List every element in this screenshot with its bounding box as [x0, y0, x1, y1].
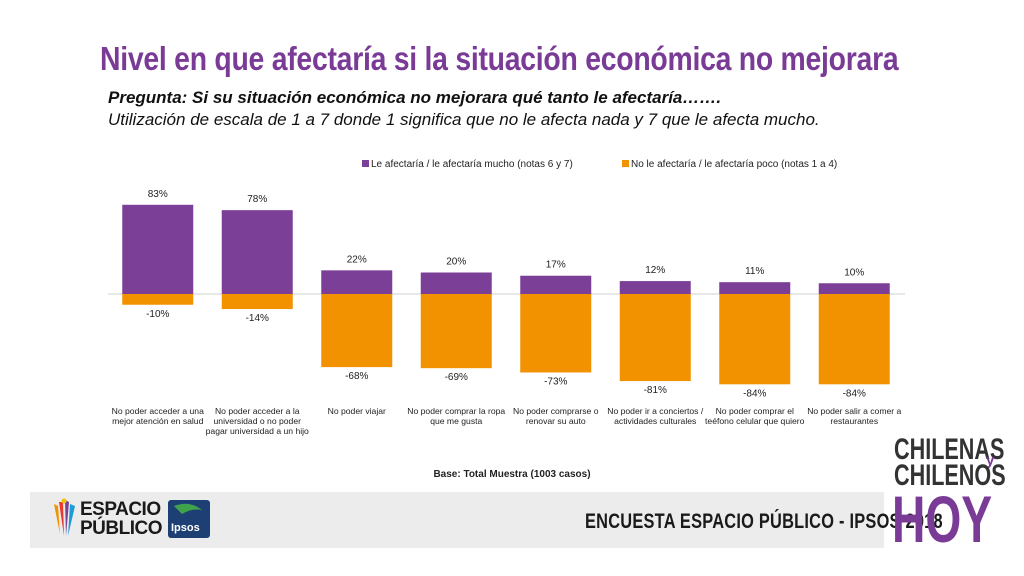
data-label-positive: 17% [546, 260, 566, 271]
category-label: No poder viajar [327, 406, 386, 416]
bar-positive [818, 283, 890, 294]
bar-positive [420, 272, 492, 294]
question-text: Pregunta: Si su situación económica no m… [108, 88, 722, 107]
page-title: Nivel en que afectaría si la situación e… [100, 40, 899, 77]
category-label: No poder ir a conciertos / actividades c… [607, 406, 704, 426]
ipsos-logo-text: Ipsos [171, 522, 200, 534]
legend-label: No le afectaría / le afectaría poco (not… [631, 159, 837, 170]
brand-line-3: HOY [892, 482, 993, 556]
base-note: Base: Total Muestra (1003 casos) [433, 469, 591, 480]
bar-chart: Le afectaría / le afectaría mucho (notas… [108, 159, 905, 399]
data-label-positive: 83% [148, 189, 168, 200]
bar-negative [818, 294, 890, 385]
data-label-negative: -68% [345, 371, 368, 382]
bar-negative [321, 294, 393, 368]
data-label-negative: -69% [445, 372, 468, 383]
bar-positive [122, 204, 194, 294]
bar-negative [719, 294, 791, 385]
data-label-negative: -73% [544, 376, 567, 387]
data-label-negative: -84% [743, 388, 766, 399]
logo-line-2: PÚBLICO [80, 518, 163, 539]
category-label: No poder comprarse o renovar su auto [512, 406, 599, 426]
bar-negative [520, 294, 592, 373]
category-label: No poder salir a comer a restaurantes [807, 406, 902, 426]
brand-line-1: CHILENAS [894, 433, 1005, 466]
survey-name: ENCUESTA ESPACIO PÚBLICO - IPSOS 2018 [585, 510, 943, 533]
bar-positive [619, 281, 691, 294]
data-label-negative: -14% [246, 313, 269, 324]
brand-line-2: CHILENOS [894, 459, 1006, 492]
espacio-publico-logo: ESPACIO PÚBLICO [80, 499, 163, 539]
bar-positive [520, 275, 592, 294]
brand-connector: y [986, 452, 995, 469]
category-label: No poder acceder a la universidad o no p… [205, 406, 309, 436]
data-label-positive: 10% [844, 267, 864, 278]
category-label: No poder comprar la ropa que me gusta [407, 406, 506, 426]
data-label-positive: 11% [745, 266, 764, 277]
logo-line-1: ESPACIO [80, 499, 161, 520]
data-label-positive: 12% [645, 265, 665, 276]
data-label-positive: 22% [347, 254, 367, 265]
bar-negative [420, 294, 492, 369]
data-label-positive: 20% [446, 257, 466, 268]
legend-swatch [362, 160, 369, 167]
espacio-publico-logo-icon [54, 498, 75, 536]
bar-positive [719, 282, 791, 294]
data-label-negative: -84% [843, 388, 866, 399]
bar-negative [122, 294, 194, 305]
category-label: No poder comprar el teéfono celular que … [705, 406, 805, 426]
bar-positive [221, 210, 293, 294]
ipsos-logo-icon [174, 503, 202, 514]
ipsos-logo [168, 500, 210, 538]
bar-positive [321, 270, 393, 294]
data-label-positive: 78% [247, 194, 267, 205]
category-label: No poder acceder a una mejor atención en… [111, 406, 204, 426]
data-label-negative: -10% [146, 309, 169, 320]
bar-negative [619, 294, 691, 382]
legend-label: Le afectaría / le afectaría mucho (notas… [371, 159, 573, 170]
scale-description: Utilización de escala de 1 a 7 donde 1 s… [108, 110, 820, 129]
data-label-negative: -81% [644, 385, 667, 396]
bar-negative [221, 294, 293, 310]
legend-swatch [622, 160, 629, 167]
